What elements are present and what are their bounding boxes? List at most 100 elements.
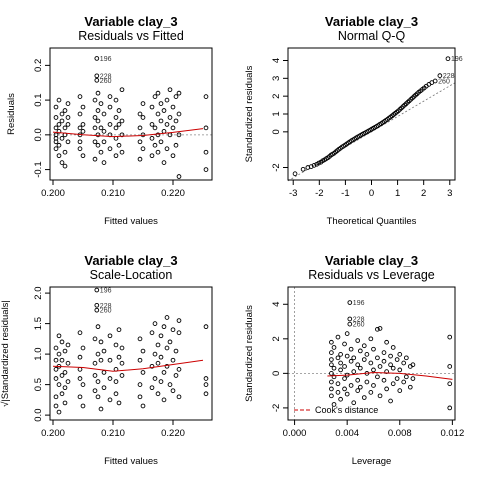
data-point bbox=[94, 77, 100, 83]
data-point bbox=[59, 339, 65, 345]
data-point bbox=[410, 362, 416, 368]
data-point bbox=[155, 90, 161, 96]
data-point bbox=[101, 111, 107, 117]
data-point bbox=[137, 156, 143, 162]
data-point bbox=[176, 111, 182, 117]
data-point bbox=[161, 108, 167, 113]
data-point bbox=[62, 348, 68, 354]
data-point bbox=[107, 357, 113, 363]
y-tick-label: -2 bbox=[271, 163, 282, 171]
point-label: 196 bbox=[100, 56, 112, 63]
y-axis-label: √|Standardized residuals| bbox=[0, 300, 11, 407]
data-point bbox=[203, 382, 209, 387]
data-point bbox=[59, 373, 65, 378]
data-point bbox=[59, 135, 65, 141]
data-point bbox=[56, 129, 62, 134]
data-point bbox=[94, 302, 100, 308]
x-tick-label: 0 bbox=[369, 188, 374, 199]
data-point bbox=[355, 362, 361, 368]
data-point bbox=[394, 376, 400, 381]
data-point bbox=[98, 125, 104, 131]
data-point bbox=[149, 363, 155, 369]
data-point bbox=[335, 355, 341, 361]
data-point bbox=[101, 160, 107, 165]
data-point bbox=[92, 156, 98, 162]
data-point bbox=[98, 406, 104, 412]
y-tick-label: 0.2 bbox=[33, 59, 44, 72]
data-point bbox=[59, 357, 65, 363]
data-point bbox=[167, 87, 173, 93]
data-point bbox=[203, 149, 209, 155]
data-point bbox=[155, 391, 161, 397]
data-point bbox=[53, 367, 59, 372]
data-point bbox=[152, 125, 158, 131]
x-tick-label: 0.210 bbox=[101, 428, 125, 439]
data-point bbox=[62, 108, 68, 113]
data-point bbox=[149, 153, 155, 159]
data-point bbox=[329, 379, 334, 385]
data-point bbox=[65, 360, 71, 366]
data-point bbox=[377, 326, 383, 331]
data-point bbox=[342, 376, 347, 381]
data-point bbox=[384, 386, 389, 392]
data-point bbox=[173, 118, 179, 124]
data-point bbox=[203, 94, 209, 99]
point-label: 228 bbox=[100, 303, 112, 310]
data-point bbox=[62, 400, 68, 406]
chart-subtitle: Residuals vs Fitted bbox=[78, 29, 184, 43]
data-point bbox=[77, 111, 83, 117]
chart-subtitle: Residuals vs Leverage bbox=[308, 268, 435, 282]
data-point bbox=[155, 342, 161, 348]
data-point bbox=[347, 300, 353, 305]
data-point bbox=[158, 354, 164, 360]
data-point bbox=[137, 125, 143, 131]
data-point bbox=[384, 339, 389, 345]
data-point bbox=[335, 390, 341, 395]
data-point bbox=[137, 111, 143, 117]
data-point bbox=[53, 345, 59, 351]
chart-title: Variable clay_3 bbox=[84, 14, 177, 29]
x-axis-label: Fitted values bbox=[104, 216, 158, 227]
data-point bbox=[347, 316, 353, 322]
point-label: 260 bbox=[100, 78, 112, 85]
data-point bbox=[149, 122, 155, 127]
data-point bbox=[338, 360, 343, 366]
data-point bbox=[161, 370, 167, 375]
data-point bbox=[401, 360, 407, 366]
data-point bbox=[161, 397, 167, 403]
data-point bbox=[357, 365, 363, 371]
data-point bbox=[113, 125, 119, 131]
data-point bbox=[119, 87, 125, 93]
x-tick-label: 0.220 bbox=[161, 188, 185, 199]
data-point bbox=[155, 149, 161, 155]
data-point bbox=[164, 345, 170, 351]
data-point bbox=[119, 345, 125, 351]
data-point bbox=[116, 327, 122, 333]
y-tick-label: 4 bbox=[271, 58, 282, 63]
data-point bbox=[95, 90, 101, 96]
data-point bbox=[170, 388, 176, 394]
data-point bbox=[116, 400, 122, 406]
chart-title: Variable clay_3 bbox=[325, 253, 418, 268]
data-point bbox=[65, 115, 71, 120]
data-point bbox=[56, 122, 62, 127]
data-point bbox=[342, 341, 347, 347]
y-tick-label: 0 bbox=[271, 371, 282, 376]
data-point bbox=[152, 94, 158, 99]
data-point bbox=[355, 377, 361, 383]
data-point bbox=[80, 403, 86, 409]
data-point bbox=[375, 355, 380, 361]
data-point bbox=[348, 383, 354, 388]
y-tick-label: 3 bbox=[271, 76, 282, 81]
data-point bbox=[167, 339, 173, 345]
data-point bbox=[384, 369, 389, 374]
data-point bbox=[331, 402, 337, 407]
data-point bbox=[65, 379, 71, 384]
y-axis-label: Standardized residuals bbox=[244, 305, 255, 402]
data-point bbox=[203, 391, 209, 397]
point-label: 196 bbox=[353, 300, 365, 307]
point-label: 228 bbox=[353, 316, 365, 323]
data-point bbox=[158, 118, 164, 124]
